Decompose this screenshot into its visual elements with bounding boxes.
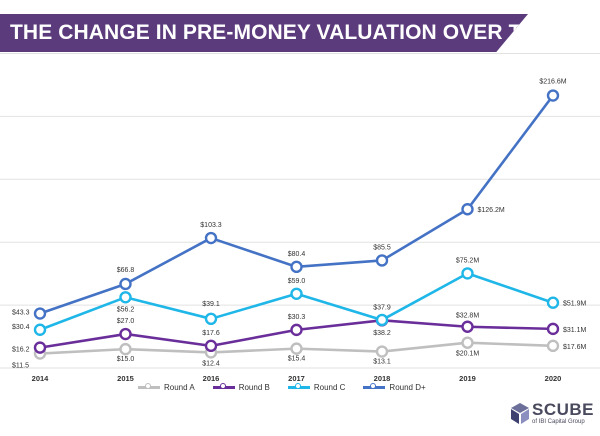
- x-tick-label: 2018: [374, 374, 391, 383]
- data-point: [119, 342, 132, 356]
- data-point: [290, 287, 303, 300]
- chart-title: THE CHANGE IN PRE-MONEY VALUATION OVER T…: [10, 21, 560, 44]
- data-point: [290, 260, 303, 274]
- legend-item: Round A: [138, 382, 195, 392]
- data-point: [204, 231, 218, 245]
- legend-item: Round D+: [363, 382, 426, 392]
- data-label: $56.2: [117, 306, 135, 313]
- data-label: $216.6M: [539, 79, 566, 86]
- data-label: $39.1: [202, 301, 220, 308]
- x-tick-label: 2019: [459, 374, 476, 383]
- legend-marker: [370, 382, 377, 389]
- data-label: $17.6: [202, 330, 220, 337]
- legend-label: Round A: [164, 382, 195, 392]
- data-label: $17.6M: [563, 344, 587, 351]
- data-point: [33, 341, 47, 354]
- data-label: $16.2: [12, 347, 30, 354]
- legend-label: Round D+: [389, 382, 426, 392]
- legend-marker: [219, 382, 226, 389]
- legend-marker: [145, 382, 151, 389]
- data-point: [204, 312, 218, 326]
- data-point: [546, 296, 560, 309]
- data-point: [461, 320, 474, 333]
- data-label: $103.3: [200, 222, 222, 229]
- legend-swatch: [363, 382, 386, 389]
- data-point: [375, 313, 389, 327]
- data-label: $11.5: [12, 363, 29, 370]
- x-tick-label: 2015: [117, 374, 134, 383]
- legend-label: Round B: [238, 382, 270, 392]
- cube-logo-icon: [511, 403, 529, 424]
- title-banner: THE CHANGE IN PRE-MONEY VALUATION OVER T…: [0, 14, 528, 52]
- x-tick-label: 2020: [545, 374, 562, 383]
- logo-name: SCUBE: [532, 400, 595, 419]
- data-point: [546, 339, 560, 353]
- data-label: $51.9M: [563, 301, 587, 308]
- data-label: $37.9: [373, 304, 391, 311]
- data-label: $66.8: [117, 267, 135, 274]
- data-label: $43.3: [12, 310, 30, 317]
- data-label: $12.4: [202, 360, 220, 367]
- data-point: [461, 336, 474, 349]
- data-label: $85.5: [373, 244, 391, 251]
- data-point: [119, 327, 132, 341]
- data-point: [546, 89, 560, 102]
- data-label: $80.4: [288, 251, 306, 258]
- data-point: [204, 339, 218, 353]
- data-point: [461, 203, 474, 216]
- data-point: [290, 342, 303, 355]
- data-point: [119, 277, 132, 291]
- data-label: $20.1M: [456, 351, 480, 358]
- data-label: $30.4: [12, 324, 30, 331]
- data-label: $38.2: [373, 330, 391, 337]
- data-point: [290, 323, 303, 337]
- legend-marker: [294, 382, 301, 389]
- data-point: [119, 291, 132, 304]
- data-label: $15.4: [288, 356, 306, 363]
- data-label: $32.8M: [456, 313, 480, 320]
- data-label: $27.0: [117, 318, 135, 325]
- chart-legend: Round A Round B Round C Round D+: [138, 380, 444, 394]
- data-label: $15.0: [117, 356, 135, 363]
- data-label: $30.3: [288, 314, 306, 321]
- data-point: [375, 254, 389, 267]
- x-tick-label: 2014: [32, 374, 50, 383]
- data-label: $59.0: [288, 278, 306, 285]
- data-label: $126.2M: [478, 207, 505, 214]
- data-label: $75.2M: [456, 257, 480, 264]
- data-point: [546, 322, 560, 336]
- logo-subtitle: of IBI Capital Group: [532, 419, 585, 425]
- legend-item: Round B: [212, 382, 270, 392]
- data-point: [33, 323, 47, 336]
- data-point: [461, 267, 474, 280]
- legend-label: Round C: [313, 382, 346, 392]
- legend-swatch: [287, 382, 310, 389]
- legend-swatch: [138, 382, 160, 389]
- x-tick-label: 2016: [203, 374, 220, 383]
- scube-logo: SCUBE of IBI Capital Group: [510, 400, 594, 430]
- data-label: $31.1M: [563, 327, 587, 334]
- data-label: $13.1: [373, 359, 391, 366]
- legend-swatch: [212, 382, 235, 389]
- legend-item: Round C: [287, 382, 346, 392]
- data-point: [33, 307, 47, 320]
- x-tick-label: 2017: [288, 374, 305, 383]
- data-point: [375, 345, 389, 358]
